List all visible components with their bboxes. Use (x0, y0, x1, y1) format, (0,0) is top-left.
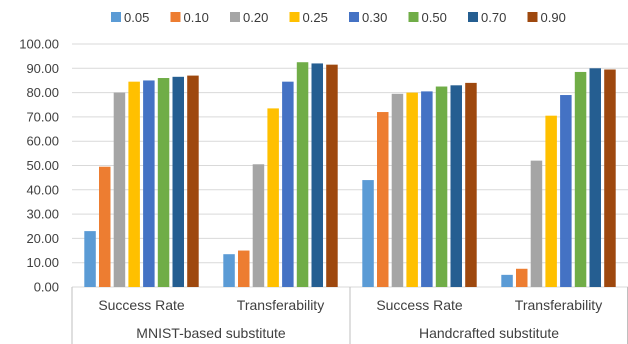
bar (238, 250, 250, 287)
legend-label: 0.30 (362, 10, 387, 25)
x-category-label: Transferability (515, 297, 602, 313)
bar (296, 62, 309, 287)
bar (421, 91, 433, 287)
legend-item: 0.25 (289, 10, 328, 25)
legend-item: 0.50 (408, 10, 447, 25)
legend-label: 0.10 (184, 10, 209, 25)
bar (516, 268, 528, 287)
bar (128, 81, 140, 287)
legend-item: 0.90 (527, 10, 566, 25)
bar (157, 78, 170, 288)
legend-swatch (289, 12, 300, 22)
x-category-label: Transferability (237, 297, 324, 313)
legend-item: 0.10 (170, 10, 209, 25)
bar (465, 82, 477, 287)
x-group-label: Handcrafted substitute (419, 325, 559, 341)
bar (99, 166, 111, 287)
y-tick-label: 60.00 (26, 134, 59, 149)
bar (172, 76, 184, 288)
legend-swatch (230, 12, 240, 22)
x-category-label: Success Rate (376, 297, 463, 313)
y-tick-label: 70.00 (26, 109, 59, 124)
bar (435, 86, 448, 288)
legend-label: 0.90 (541, 10, 566, 25)
bar (560, 95, 572, 287)
legend-item: 0.30 (349, 10, 387, 25)
bar (143, 80, 155, 287)
bar (267, 108, 279, 288)
bar (501, 274, 513, 287)
bar (574, 71, 587, 287)
bar (362, 180, 374, 287)
y-tick-label: 50.00 (26, 158, 59, 173)
legend-swatch (170, 12, 181, 22)
legend-label: 0.50 (422, 10, 447, 25)
bars (84, 62, 616, 288)
bar (545, 115, 557, 287)
legend-item: 0.05 (111, 10, 149, 25)
legend-label: 0.70 (481, 10, 506, 25)
legend-swatch (527, 12, 538, 22)
legend-swatch (111, 12, 121, 22)
bar (604, 69, 616, 287)
legend-swatch (349, 12, 359, 22)
bar (589, 68, 601, 287)
bar (282, 81, 294, 287)
y-axis: 0.00 10.00 20.00 30.00 40.00 50.00 60.00 70.00 8… (19, 37, 59, 295)
y-tick-label: 20.00 (26, 231, 59, 246)
y-tick-label: 80.00 (26, 85, 59, 100)
legend-item: 0.70 (468, 10, 506, 25)
y-tick-label: 100.00 (19, 37, 59, 52)
y-tick-label: 40.00 (26, 182, 59, 197)
bar (84, 231, 96, 287)
y-tick-label: 10.00 (26, 255, 59, 270)
x-category-label: Success Rate (98, 297, 185, 313)
x-group-label: MNIST-based substitute (136, 325, 286, 341)
bar (377, 112, 389, 287)
bar (223, 254, 235, 287)
bar (187, 75, 199, 287)
bar (450, 85, 462, 287)
y-tick-label: 0.00 (34, 280, 59, 295)
y-tick-label: 30.00 (26, 207, 59, 222)
bar (326, 64, 338, 287)
legend-label: 0.20 (243, 10, 268, 25)
bar (113, 92, 126, 287)
x-axis: Success Rate Transferability Success Rate T… (71, 287, 628, 344)
legend-swatch (468, 12, 478, 22)
gridlines (72, 43, 628, 288)
bar (391, 93, 404, 287)
legend-label: 0.25 (303, 10, 328, 25)
y-tick-label: 90.00 (26, 61, 59, 76)
legend-item: 0.20 (230, 10, 268, 25)
bar (530, 160, 543, 287)
legend-swatch (408, 12, 419, 22)
bar (311, 63, 323, 287)
bar (252, 164, 265, 287)
legend: 0.05 0.10 0.20 0.25 0.30 0.50 0.70 0.90 (111, 10, 566, 25)
legend-label: 0.05 (124, 10, 149, 25)
bar (406, 92, 418, 287)
